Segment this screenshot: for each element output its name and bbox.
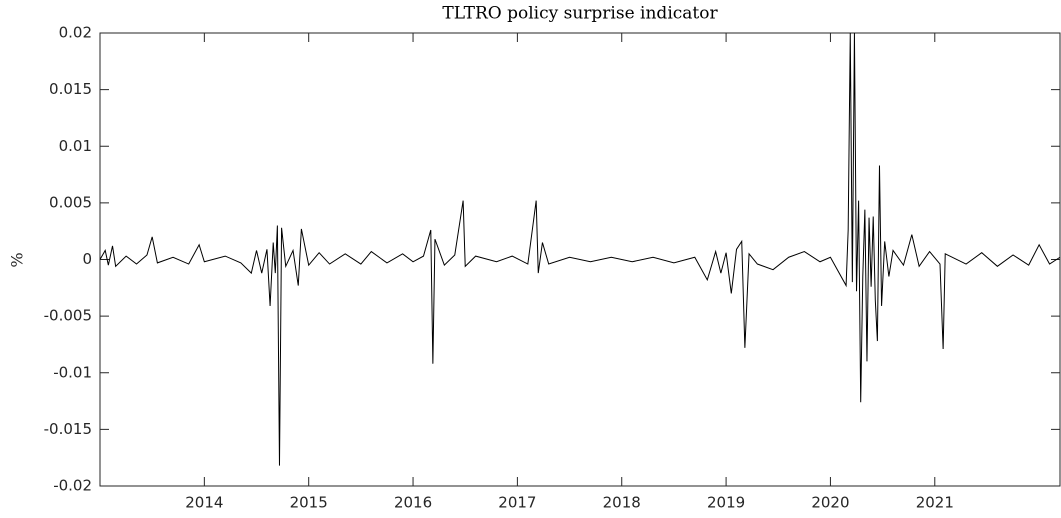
y-axis-label: % (8, 252, 27, 267)
x-tick-label: 2017 (498, 494, 536, 512)
y-tick-label: 0.005 (49, 193, 92, 211)
x-tick-label: 2016 (394, 494, 432, 512)
x-tick-label: 2019 (707, 494, 745, 512)
y-tick-label: 0.015 (49, 80, 92, 98)
series-line (99, 32, 1061, 466)
chart-title: TLTRO policy surprise indicator (442, 4, 718, 24)
y-tick-label: -0.005 (44, 307, 92, 325)
y-tick-label: -0.02 (53, 477, 92, 495)
y-tick-label: -0.01 (53, 363, 92, 381)
y-tick-label: -0.015 (44, 420, 92, 438)
x-tick-label: 2021 (916, 494, 954, 512)
x-tick-label: 2015 (290, 494, 328, 512)
y-tick-label: 0 (82, 250, 92, 268)
x-tick-label: 2018 (603, 494, 641, 512)
y-tick-label: 0.01 (59, 137, 92, 155)
y-tick-label: 0.02 (59, 24, 92, 42)
x-tick-label: 2020 (811, 494, 849, 512)
x-tick-label: 2014 (185, 494, 223, 512)
